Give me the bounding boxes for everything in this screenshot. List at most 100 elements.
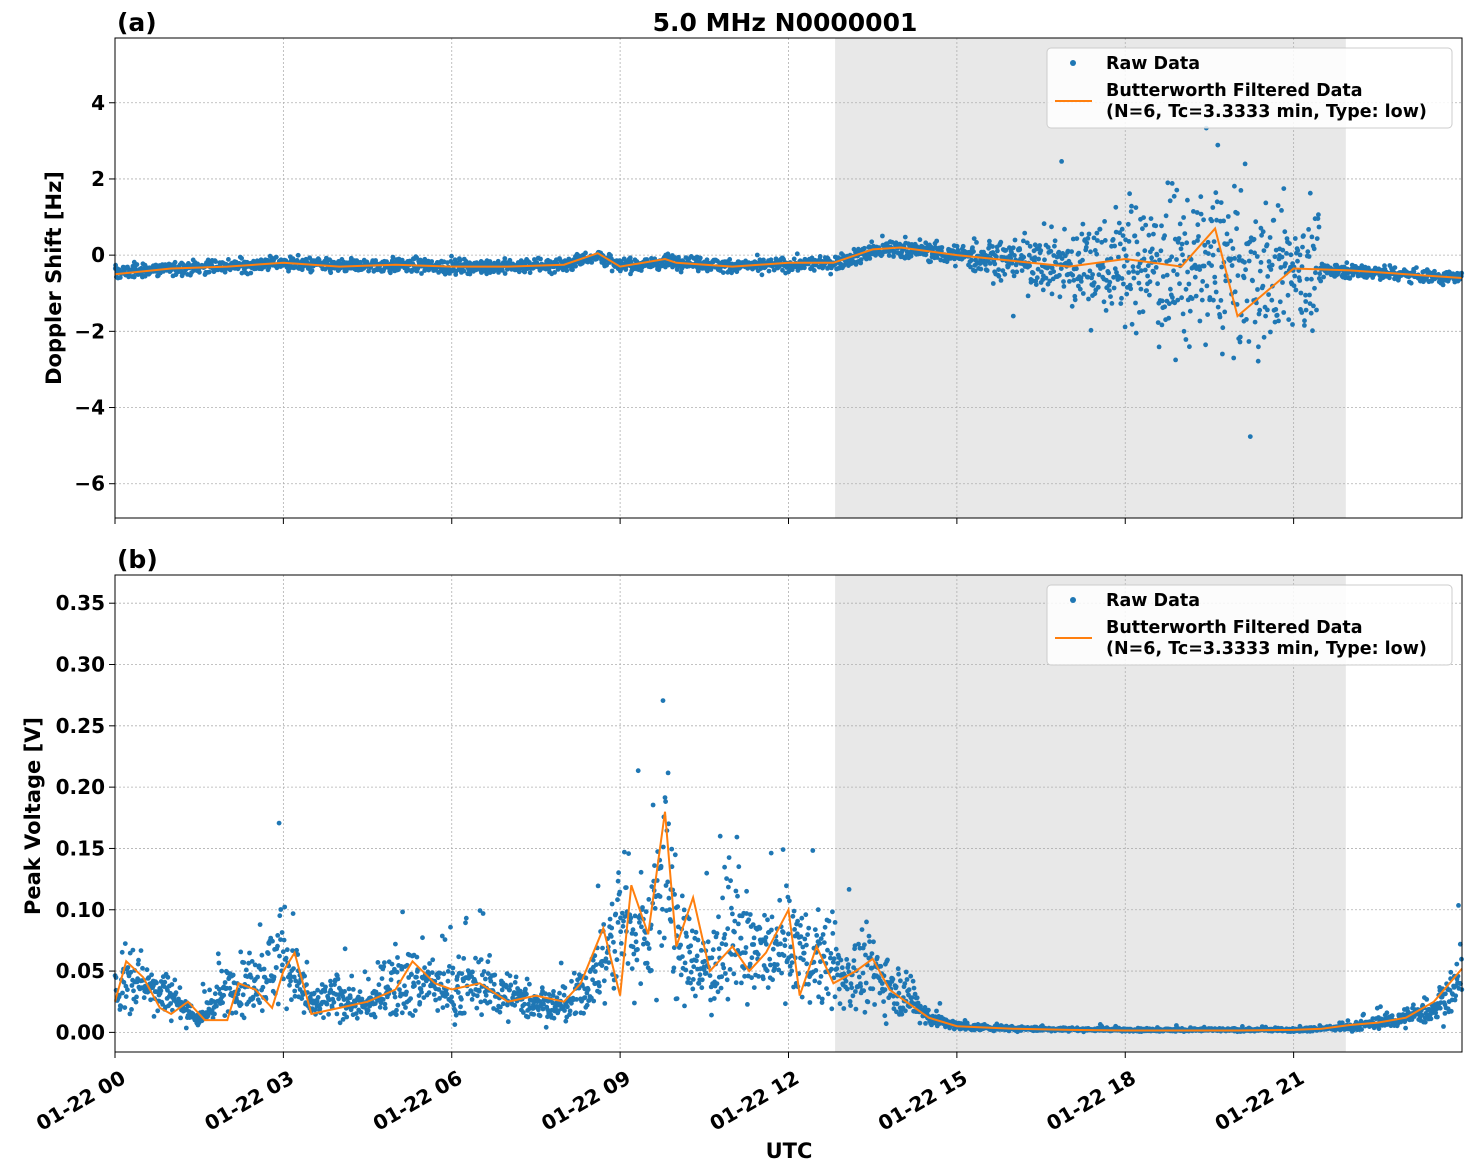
raw-data-point xyxy=(715,989,721,995)
raw-data-point xyxy=(1207,295,1213,300)
raw-data-point xyxy=(402,983,407,989)
raw-data-point xyxy=(1085,236,1091,241)
raw-data-point xyxy=(954,243,960,249)
raw-data-point xyxy=(675,904,681,910)
raw-data-point xyxy=(260,984,266,990)
raw-data-point xyxy=(791,908,797,914)
raw-data-point xyxy=(630,927,636,933)
raw-data-point xyxy=(1199,297,1205,303)
raw-data-point xyxy=(257,922,263,927)
raw-data-point xyxy=(140,965,145,971)
raw-data-point xyxy=(826,918,832,924)
raw-data-point xyxy=(247,950,252,956)
raw-data-point xyxy=(856,941,861,947)
raw-data-point xyxy=(461,956,467,961)
raw-data-point xyxy=(1271,217,1277,223)
raw-data-point xyxy=(346,986,352,992)
raw-data-point xyxy=(388,270,393,276)
raw-data-point xyxy=(561,992,567,998)
raw-data-point xyxy=(1102,238,1108,243)
raw-data-point xyxy=(290,911,296,916)
raw-data-point xyxy=(427,961,432,966)
raw-data-point xyxy=(1267,235,1273,240)
raw-data-point xyxy=(1039,269,1044,275)
raw-data-point xyxy=(301,1010,307,1015)
raw-data-point xyxy=(678,972,684,978)
raw-data-point xyxy=(780,930,786,935)
raw-data-point xyxy=(558,960,564,966)
raw-data-point xyxy=(727,967,733,972)
raw-data-point xyxy=(849,985,855,991)
raw-data-point xyxy=(684,934,689,939)
raw-data-point xyxy=(1255,358,1261,364)
raw-data-point xyxy=(444,1003,450,1008)
raw-data-point xyxy=(601,978,607,984)
raw-data-point xyxy=(573,263,578,269)
raw-data-point xyxy=(487,953,492,958)
raw-data-point xyxy=(878,963,884,969)
raw-data-point xyxy=(255,974,260,980)
raw-data-point xyxy=(202,989,207,994)
raw-data-point xyxy=(1092,291,1098,297)
raw-data-point xyxy=(508,982,514,988)
raw-data-point xyxy=(1146,232,1152,238)
raw-data-point xyxy=(633,931,638,937)
raw-data-point xyxy=(1155,281,1160,287)
raw-data-point xyxy=(804,961,810,967)
raw-data-point xyxy=(1021,254,1027,260)
raw-data-point xyxy=(1196,234,1201,239)
raw-data-point xyxy=(463,258,469,264)
raw-data-point xyxy=(1051,269,1057,274)
raw-data-point xyxy=(1392,265,1398,270)
raw-data-point xyxy=(1141,215,1146,221)
raw-data-point xyxy=(445,978,451,984)
raw-data-point xyxy=(934,1008,939,1014)
raw-data-point xyxy=(652,863,657,868)
raw-data-point xyxy=(1228,238,1234,244)
raw-data-point xyxy=(782,943,788,949)
raw-data-point xyxy=(1275,203,1281,208)
raw-data-point xyxy=(886,253,892,258)
raw-data-point xyxy=(455,990,461,995)
raw-data-point xyxy=(639,924,644,930)
raw-data-point xyxy=(1214,199,1220,205)
raw-data-point xyxy=(880,233,885,239)
raw-data-point xyxy=(1122,324,1128,330)
raw-data-point xyxy=(818,936,824,941)
raw-data-point xyxy=(596,983,602,989)
raw-data-point xyxy=(1092,248,1098,253)
raw-data-point xyxy=(603,956,609,962)
raw-data-point xyxy=(844,957,850,962)
raw-data-point xyxy=(1133,300,1138,306)
y-tick-label: 0 xyxy=(91,243,105,267)
raw-data-point xyxy=(478,999,484,1005)
raw-data-point xyxy=(1178,246,1184,252)
raw-data-point xyxy=(589,260,595,265)
raw-data-point xyxy=(491,981,497,987)
raw-data-point xyxy=(635,947,640,952)
raw-data-point xyxy=(524,976,530,982)
raw-data-point xyxy=(1058,266,1064,271)
raw-data-point xyxy=(642,936,647,942)
raw-data-point xyxy=(1268,267,1274,272)
raw-data-point xyxy=(722,932,728,937)
raw-data-point xyxy=(1045,245,1051,250)
raw-data-point xyxy=(1042,257,1047,263)
raw-data-point xyxy=(1049,265,1055,271)
raw-data-point xyxy=(1280,280,1285,285)
raw-data-point xyxy=(1071,277,1077,283)
raw-data-point xyxy=(621,918,626,924)
raw-data-point xyxy=(144,967,150,973)
raw-data-point xyxy=(1256,311,1262,317)
raw-data-point xyxy=(1281,310,1287,315)
raw-data-point xyxy=(183,1025,189,1031)
raw-data-point xyxy=(409,972,414,977)
raw-data-point xyxy=(862,942,867,948)
raw-data-point xyxy=(214,1003,219,1009)
raw-data-point xyxy=(1088,249,1093,255)
raw-data-point xyxy=(659,943,665,948)
raw-data-point xyxy=(342,989,347,994)
raw-data-point xyxy=(1074,266,1079,272)
raw-data-point xyxy=(342,946,348,952)
raw-data-point xyxy=(1132,233,1138,239)
